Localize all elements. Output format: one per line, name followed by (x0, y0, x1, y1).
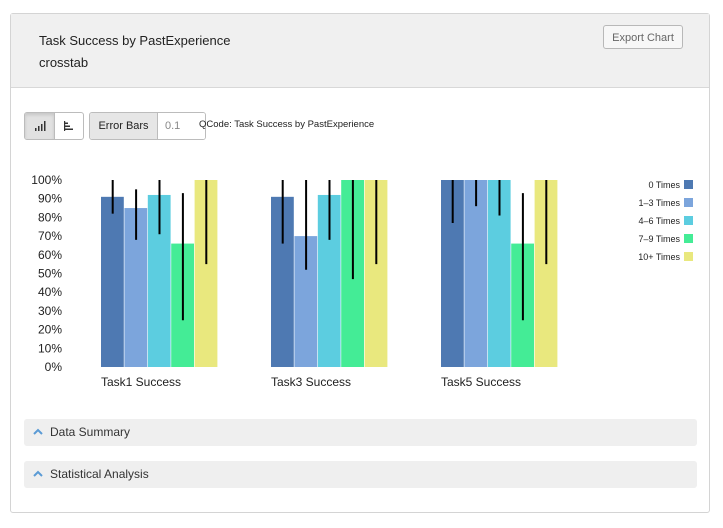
y-tick-label: 30% (38, 304, 62, 318)
data-summary-label: Data Summary (50, 425, 131, 439)
error-bars-control: Error Bars (89, 112, 206, 140)
legend-swatch (684, 252, 693, 261)
legend-label: 4–6 Times (638, 216, 680, 226)
legend-swatch (684, 216, 693, 225)
chevron-up-icon (33, 428, 43, 435)
bar (487, 180, 511, 367)
error-bars-input[interactable] (158, 113, 205, 139)
bar (534, 180, 558, 367)
y-tick-label: 60% (38, 248, 62, 262)
legend-label: 7–9 Times (638, 234, 680, 244)
y-tick-label: 90% (38, 192, 62, 206)
bar (317, 194, 341, 367)
vertical-bar-chart-icon (34, 121, 45, 131)
legend-swatch (684, 180, 693, 189)
orientation-toggle (24, 112, 84, 140)
chevron-up-icon (33, 470, 43, 477)
y-tick-label: 50% (38, 267, 62, 281)
y-tick-label: 80% (38, 210, 62, 224)
legend-swatch (684, 198, 693, 207)
statistical-analysis-label: Statistical Analysis (50, 467, 149, 481)
data-summary-accordion[interactable]: Data Summary (24, 419, 697, 446)
x-category-label: Task3 Success (271, 375, 351, 389)
legend-label: 0 Times (648, 180, 680, 190)
export-chart-button[interactable]: Export Chart (603, 25, 683, 49)
y-tick-label: 0% (45, 360, 63, 374)
y-tick-label: 100% (31, 173, 62, 187)
legend-swatch (684, 234, 693, 243)
y-tick-label: 40% (38, 285, 62, 299)
bar (101, 196, 124, 367)
bar (124, 208, 148, 367)
y-tick-label: 10% (38, 341, 62, 355)
statistical-analysis-accordion[interactable]: Statistical Analysis (24, 461, 697, 488)
legend-label: 1–3 Times (638, 198, 680, 208)
bar-chart: 100% 90% 80% 70% 60% 50% 40% 30% 20% 10% 0% Task1 S… (31, 173, 693, 389)
x-category-label: Task1 Success (101, 375, 181, 389)
vertical-bars-toggle[interactable] (25, 113, 55, 139)
bar (147, 194, 171, 367)
y-tick-label: 70% (38, 229, 62, 243)
bar (364, 180, 388, 367)
chart-subtitle: crosstab (39, 55, 89, 70)
legend-label: 10+ Times (638, 252, 680, 262)
chart-title: Task Success by PastExperience (39, 33, 231, 48)
bar (194, 180, 218, 367)
panel-header: Task Success by PastExperience crosstab … (11, 14, 709, 88)
bar (271, 196, 294, 367)
error-bars-button[interactable]: Error Bars (90, 113, 158, 139)
bar (464, 180, 488, 367)
bar (294, 236, 318, 367)
qcode-label: QCode: Task Success by PastExperience (199, 119, 375, 130)
bar (441, 180, 464, 367)
horizontal-bar-chart-icon (63, 121, 73, 131)
x-category-label: Task5 Success (441, 375, 521, 389)
horizontal-bars-toggle[interactable] (55, 113, 83, 139)
y-tick-label: 20% (38, 323, 62, 337)
